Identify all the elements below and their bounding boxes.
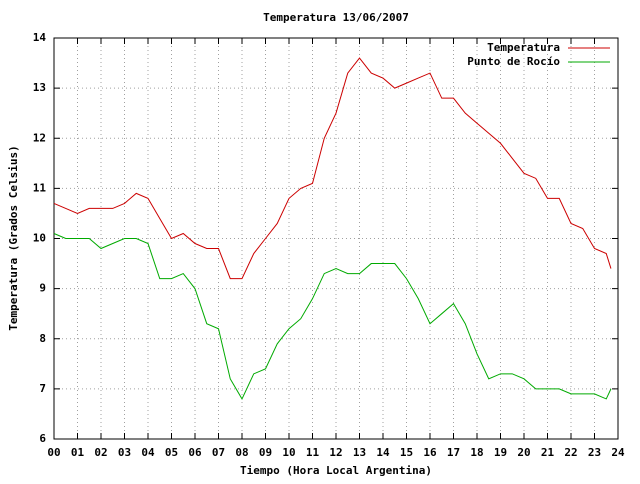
x-tick-label: 07 bbox=[212, 446, 225, 459]
x-tick-label: 17 bbox=[447, 446, 460, 459]
x-tick-label: 06 bbox=[188, 446, 202, 459]
x-axis-label: Tiempo (Hora Local Argentina) bbox=[240, 464, 432, 477]
x-tick-label: 08 bbox=[235, 446, 248, 459]
x-tick-label: 00 bbox=[47, 446, 60, 459]
chart-title: Temperatura 13/06/2007 bbox=[263, 11, 409, 24]
x-tick-label: 03 bbox=[118, 446, 131, 459]
y-tick-label: 11 bbox=[33, 181, 47, 194]
x-tick-label: 09 bbox=[259, 446, 272, 459]
x-tick-label: 12 bbox=[329, 446, 342, 459]
y-tick-label: 12 bbox=[33, 131, 46, 144]
x-tick-label: 16 bbox=[423, 446, 437, 459]
legend-label: Temperatura bbox=[487, 41, 560, 54]
x-tick-label: 04 bbox=[141, 446, 155, 459]
x-tick-label: 10 bbox=[282, 446, 295, 459]
x-tick-label: 11 bbox=[306, 446, 320, 459]
y-axis-label: Temperatura (Grados Celsius) bbox=[7, 145, 20, 330]
x-tick-label: 15 bbox=[400, 446, 413, 459]
x-tick-label: 14 bbox=[376, 446, 390, 459]
x-tick-label: 19 bbox=[494, 446, 507, 459]
x-tick-label: 02 bbox=[94, 446, 107, 459]
x-tick-label: 24 bbox=[611, 446, 625, 459]
x-tick-label: 01 bbox=[71, 446, 85, 459]
x-tick-label: 20 bbox=[517, 446, 530, 459]
x-tick-label: 18 bbox=[470, 446, 483, 459]
legend-label: Punto de Rocío bbox=[467, 55, 560, 68]
y-tick-label: 7 bbox=[39, 382, 46, 395]
data-line bbox=[53, 233, 612, 400]
y-tick-label: 9 bbox=[39, 282, 46, 295]
y-tick-label: 8 bbox=[39, 332, 46, 345]
y-tick-label: 13 bbox=[33, 81, 46, 94]
x-tick-label: 21 bbox=[541, 446, 555, 459]
data-line bbox=[53, 57, 612, 280]
y-tick-label: 6 bbox=[39, 432, 46, 445]
y-tick-label: 14 bbox=[33, 31, 47, 44]
x-tick-label: 23 bbox=[588, 446, 601, 459]
y-tick-label: 10 bbox=[33, 232, 46, 245]
x-tick-label: 05 bbox=[165, 446, 178, 459]
plot-frame bbox=[53, 37, 619, 440]
x-tick-label: 13 bbox=[353, 446, 366, 459]
x-tick-label: 22 bbox=[564, 446, 577, 459]
